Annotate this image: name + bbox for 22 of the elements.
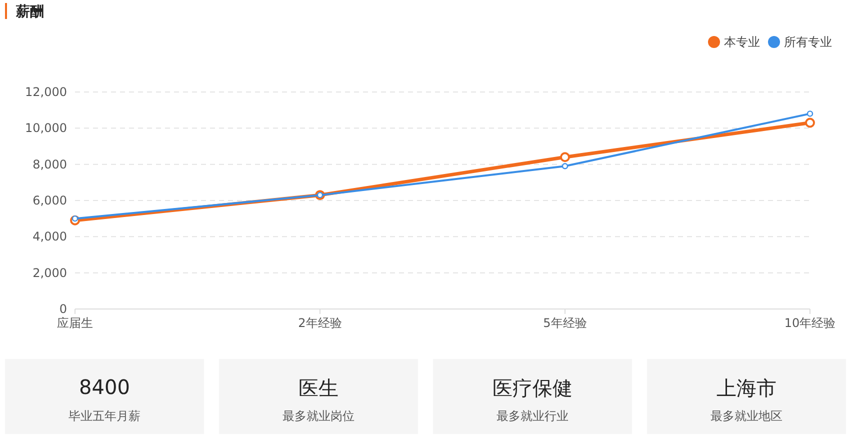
- x-tick-label: 5年经验: [543, 316, 587, 330]
- text: 最多就业地区: [710, 408, 784, 425]
- text: 上海市: [716, 375, 778, 402]
- y-tick-label: 4,000: [32, 230, 67, 244]
- y-tick-label: 2,000: [32, 266, 67, 280]
- text: 最多就业岗位: [282, 408, 356, 425]
- chart-title: 薪酬: [15, 4, 44, 20]
- y-tick-label: 0: [59, 302, 67, 316]
- text: 毕业五年月薪: [68, 408, 142, 425]
- y-tick-label: 10,000: [25, 121, 67, 136]
- y-tick-label: 6,000: [32, 194, 67, 208]
- text: 8400: [78, 375, 131, 399]
- legend-label: 所有专业: [784, 35, 832, 49]
- legend-label: 本专业: [724, 35, 760, 49]
- x-tick-label: 10年经验: [784, 316, 836, 330]
- x-tick-label: 应届生: [57, 316, 93, 330]
- x-tick-label: 2年经验: [298, 316, 342, 330]
- y-tick-label: 12,000: [25, 85, 67, 99]
- y-tick-label: 8,000: [32, 157, 67, 172]
- text: 医生: [298, 375, 340, 402]
- text: 医疗保健: [492, 375, 574, 402]
- text: 最多就业行业: [496, 408, 570, 425]
